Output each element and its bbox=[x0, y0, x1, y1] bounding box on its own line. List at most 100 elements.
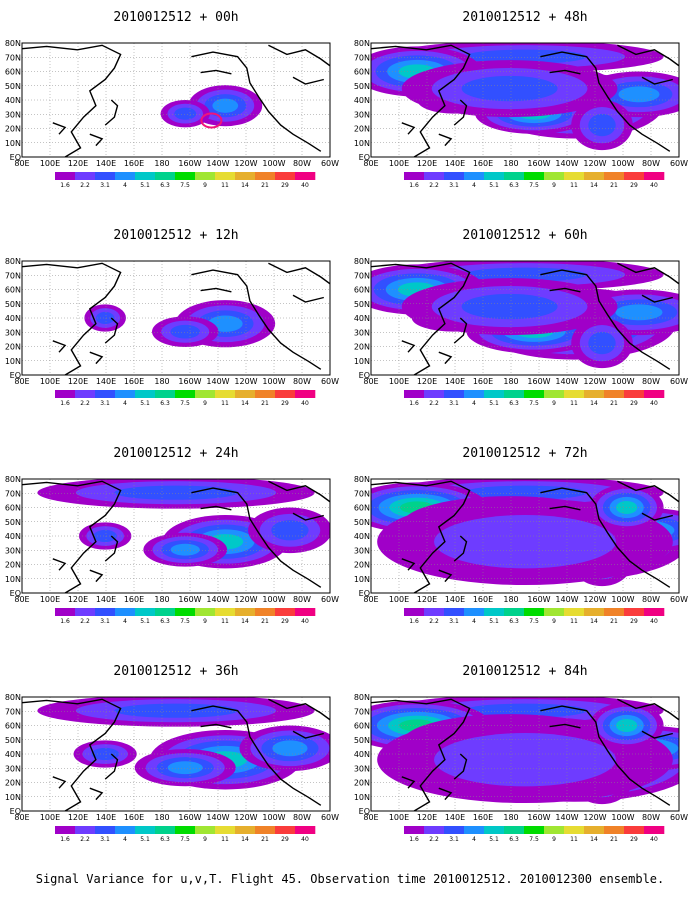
colorbar-label: 1.6 bbox=[60, 400, 70, 407]
coastline bbox=[453, 317, 468, 344]
colorbar-swatch bbox=[95, 172, 116, 180]
lat-tick-label: 30N bbox=[354, 328, 370, 337]
lon-tick-label: 160W bbox=[527, 377, 550, 386]
colorbar-label: 9 bbox=[203, 182, 207, 189]
colorbar-swatch bbox=[444, 172, 465, 180]
colorbar-swatch bbox=[464, 172, 485, 180]
colorbar-label: 7.5 bbox=[180, 836, 190, 843]
colorbar-swatch bbox=[215, 390, 236, 398]
colorbar-swatch bbox=[564, 390, 585, 398]
lat-tick-label: 60N bbox=[354, 68, 370, 77]
colorbar-label: 9 bbox=[552, 400, 556, 407]
coastline bbox=[401, 340, 416, 353]
colorbar-label: 29 bbox=[630, 182, 638, 189]
lon-tick-label: 180 bbox=[154, 595, 169, 604]
lat-tick-label: 50N bbox=[354, 82, 370, 91]
lon-tick-label: 140W bbox=[555, 377, 578, 386]
colorbar-label: 29 bbox=[630, 836, 638, 843]
lon-tick-label: 180 bbox=[503, 595, 518, 604]
coastline bbox=[200, 287, 232, 293]
coastline bbox=[540, 705, 671, 806]
lon-tick-label: 60W bbox=[321, 595, 339, 604]
colorbar-swatch bbox=[275, 172, 296, 180]
colorbar-label: 7.5 bbox=[529, 400, 539, 407]
colorbar-swatch bbox=[135, 826, 156, 834]
colorbar-swatch bbox=[215, 172, 236, 180]
colorbar-swatch bbox=[584, 826, 605, 834]
figure-caption: Signal Variance for u,v,T. Flight 45. Ob… bbox=[35, 872, 665, 886]
lat-tick-label: 70N bbox=[354, 707, 370, 716]
lon-tick-label: 140E bbox=[445, 159, 465, 168]
colorbar-swatch bbox=[215, 608, 236, 616]
lat-tick-label: EQ bbox=[10, 589, 21, 598]
lat-tick-label: 70N bbox=[5, 489, 21, 498]
colorbar-swatch bbox=[544, 390, 565, 398]
variance-field bbox=[22, 479, 330, 593]
colorbar-swatch bbox=[604, 826, 625, 834]
lat-tick-label: 60N bbox=[5, 722, 21, 731]
lat-tick-label: 30N bbox=[354, 764, 370, 773]
lat-tick-label: 70N bbox=[5, 707, 21, 716]
coastline bbox=[401, 122, 416, 135]
lat-tick-label: 10N bbox=[5, 139, 21, 148]
lon-tick-label: 120E bbox=[417, 813, 437, 822]
coastline bbox=[52, 558, 67, 571]
lat-tick-label: 20N bbox=[5, 343, 21, 352]
colorbar-label: 9 bbox=[203, 836, 207, 843]
colorbar-swatch bbox=[604, 608, 625, 616]
colorbar-label: 5.1 bbox=[489, 836, 499, 843]
panel-title: 2010012512 + 60h bbox=[462, 228, 587, 243]
colorbar-swatch bbox=[444, 826, 465, 834]
colorbar-swatch bbox=[255, 390, 276, 398]
lon-tick-label: 160W bbox=[527, 159, 550, 168]
colorbar-label: 21 bbox=[610, 182, 618, 189]
lon-tick-label: 140W bbox=[555, 595, 578, 604]
lon-tick-label: 180 bbox=[154, 813, 169, 822]
variance-field bbox=[22, 697, 330, 811]
lon-tick-label: 100W bbox=[262, 813, 285, 822]
colorbar-label: 11 bbox=[221, 836, 229, 843]
colorbar: 1.6 2.2 3.1 4 5.1 6.3 7.5 9 11 14 21 29 40 bbox=[404, 608, 665, 625]
colorbar-swatch bbox=[255, 172, 276, 180]
colorbar-label: 4 bbox=[123, 182, 127, 189]
lon-tick-label: 80E bbox=[363, 377, 378, 386]
colorbar-swatch bbox=[115, 608, 136, 616]
lat-tick-label: 60N bbox=[354, 504, 370, 513]
colorbar-swatch bbox=[135, 172, 156, 180]
lon-tick-label: 140E bbox=[96, 159, 116, 168]
lat-tick-label: 60N bbox=[5, 68, 21, 77]
coastline bbox=[641, 512, 673, 521]
colorbar-label: 29 bbox=[281, 836, 289, 843]
colorbar-swatch bbox=[484, 172, 505, 180]
colorbar-label: 3.1 bbox=[100, 836, 110, 843]
lat-tick-label: 10N bbox=[354, 793, 370, 802]
lat-tick-label: 40N bbox=[5, 96, 21, 105]
colorbar-swatch bbox=[504, 172, 525, 180]
colorbar-label: 2.2 bbox=[80, 400, 90, 407]
coastline bbox=[549, 723, 581, 729]
coastline bbox=[453, 535, 468, 562]
colorbar-label: 4 bbox=[472, 836, 476, 843]
colorbar-swatch bbox=[95, 390, 116, 398]
colorbar-swatch bbox=[155, 608, 176, 616]
panel-title: 2010012512 + 36h bbox=[113, 664, 238, 679]
colorbar-label: 9 bbox=[203, 618, 207, 625]
colorbar-label: 6.3 bbox=[509, 182, 519, 189]
map-panel-p12: 2010012512 + 12h 80E 100E 120E 140E 160E 180 16… bbox=[5, 228, 339, 407]
lon-tick-label: 140W bbox=[555, 813, 578, 822]
lat-tick-label: 10N bbox=[5, 575, 21, 584]
lon-tick-label: 120E bbox=[68, 377, 88, 386]
coastline bbox=[104, 753, 119, 780]
lat-tick-label: 10N bbox=[354, 139, 370, 148]
coastline bbox=[292, 730, 324, 739]
colorbar-swatch bbox=[604, 172, 625, 180]
colorbar-swatch bbox=[424, 826, 445, 834]
lon-tick-label: 160E bbox=[124, 595, 144, 604]
colorbar-swatch bbox=[55, 390, 76, 398]
panel-title: 2010012512 + 00h bbox=[113, 10, 238, 25]
coastline bbox=[104, 99, 119, 126]
lat-tick-label: 70N bbox=[354, 271, 370, 280]
lat-tick-label: 20N bbox=[354, 343, 370, 352]
colorbar-label: 4 bbox=[123, 400, 127, 407]
colorbar-label: 29 bbox=[281, 618, 289, 625]
